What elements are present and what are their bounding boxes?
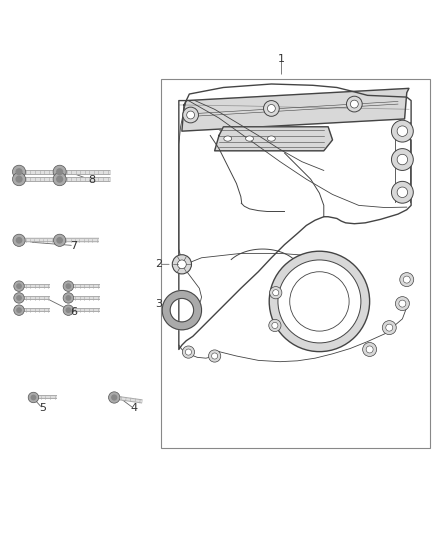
Circle shape (31, 394, 36, 400)
Text: 8: 8 (88, 175, 95, 185)
Circle shape (208, 350, 221, 362)
Circle shape (14, 293, 24, 303)
Circle shape (366, 346, 373, 353)
Text: 7: 7 (71, 240, 78, 251)
Circle shape (15, 175, 23, 183)
Text: 5: 5 (39, 403, 46, 414)
Text: 1: 1 (278, 54, 285, 64)
Text: 3: 3 (155, 298, 162, 309)
Circle shape (63, 305, 74, 316)
Circle shape (28, 392, 39, 403)
Bar (161, 79, 430, 448)
Circle shape (278, 260, 361, 343)
Circle shape (397, 126, 408, 136)
Circle shape (53, 165, 66, 179)
Polygon shape (215, 127, 332, 151)
Circle shape (111, 394, 117, 401)
Circle shape (392, 181, 413, 203)
Circle shape (269, 251, 370, 352)
Text: 6: 6 (71, 308, 78, 317)
Circle shape (16, 283, 22, 289)
Circle shape (264, 101, 279, 116)
Circle shape (350, 100, 358, 108)
Circle shape (386, 324, 393, 331)
Circle shape (185, 349, 191, 355)
Circle shape (397, 154, 408, 165)
Ellipse shape (268, 136, 276, 141)
Circle shape (403, 276, 410, 283)
Circle shape (109, 392, 120, 403)
Circle shape (66, 295, 71, 301)
Circle shape (212, 353, 218, 359)
Circle shape (268, 104, 276, 112)
Circle shape (66, 283, 71, 289)
Circle shape (290, 272, 349, 331)
Circle shape (16, 237, 22, 244)
Text: 4: 4 (130, 403, 138, 414)
Circle shape (12, 173, 25, 185)
Circle shape (269, 319, 281, 332)
Circle shape (392, 120, 413, 142)
Text: 2: 2 (155, 260, 162, 269)
Circle shape (14, 281, 24, 292)
Circle shape (183, 107, 198, 123)
Circle shape (400, 272, 414, 287)
Circle shape (399, 300, 406, 307)
Circle shape (13, 234, 25, 246)
Circle shape (272, 322, 278, 328)
Polygon shape (182, 88, 409, 131)
Circle shape (15, 168, 23, 175)
Circle shape (396, 297, 410, 311)
Circle shape (63, 281, 74, 292)
Circle shape (177, 260, 186, 269)
Circle shape (12, 165, 25, 179)
Circle shape (392, 149, 413, 171)
Circle shape (53, 173, 66, 185)
Circle shape (273, 289, 279, 296)
Circle shape (182, 346, 194, 358)
Ellipse shape (246, 136, 254, 141)
Circle shape (56, 237, 63, 244)
Circle shape (270, 287, 282, 299)
Circle shape (382, 321, 396, 335)
Circle shape (14, 305, 24, 316)
Circle shape (63, 293, 74, 303)
Circle shape (56, 175, 63, 183)
Ellipse shape (224, 136, 232, 141)
Circle shape (172, 255, 191, 274)
Circle shape (187, 111, 194, 119)
Circle shape (16, 308, 22, 313)
Circle shape (56, 168, 63, 175)
Circle shape (53, 234, 66, 246)
Circle shape (66, 308, 71, 313)
Circle shape (397, 187, 408, 198)
Circle shape (363, 343, 377, 357)
Circle shape (346, 96, 362, 112)
Circle shape (16, 295, 22, 301)
